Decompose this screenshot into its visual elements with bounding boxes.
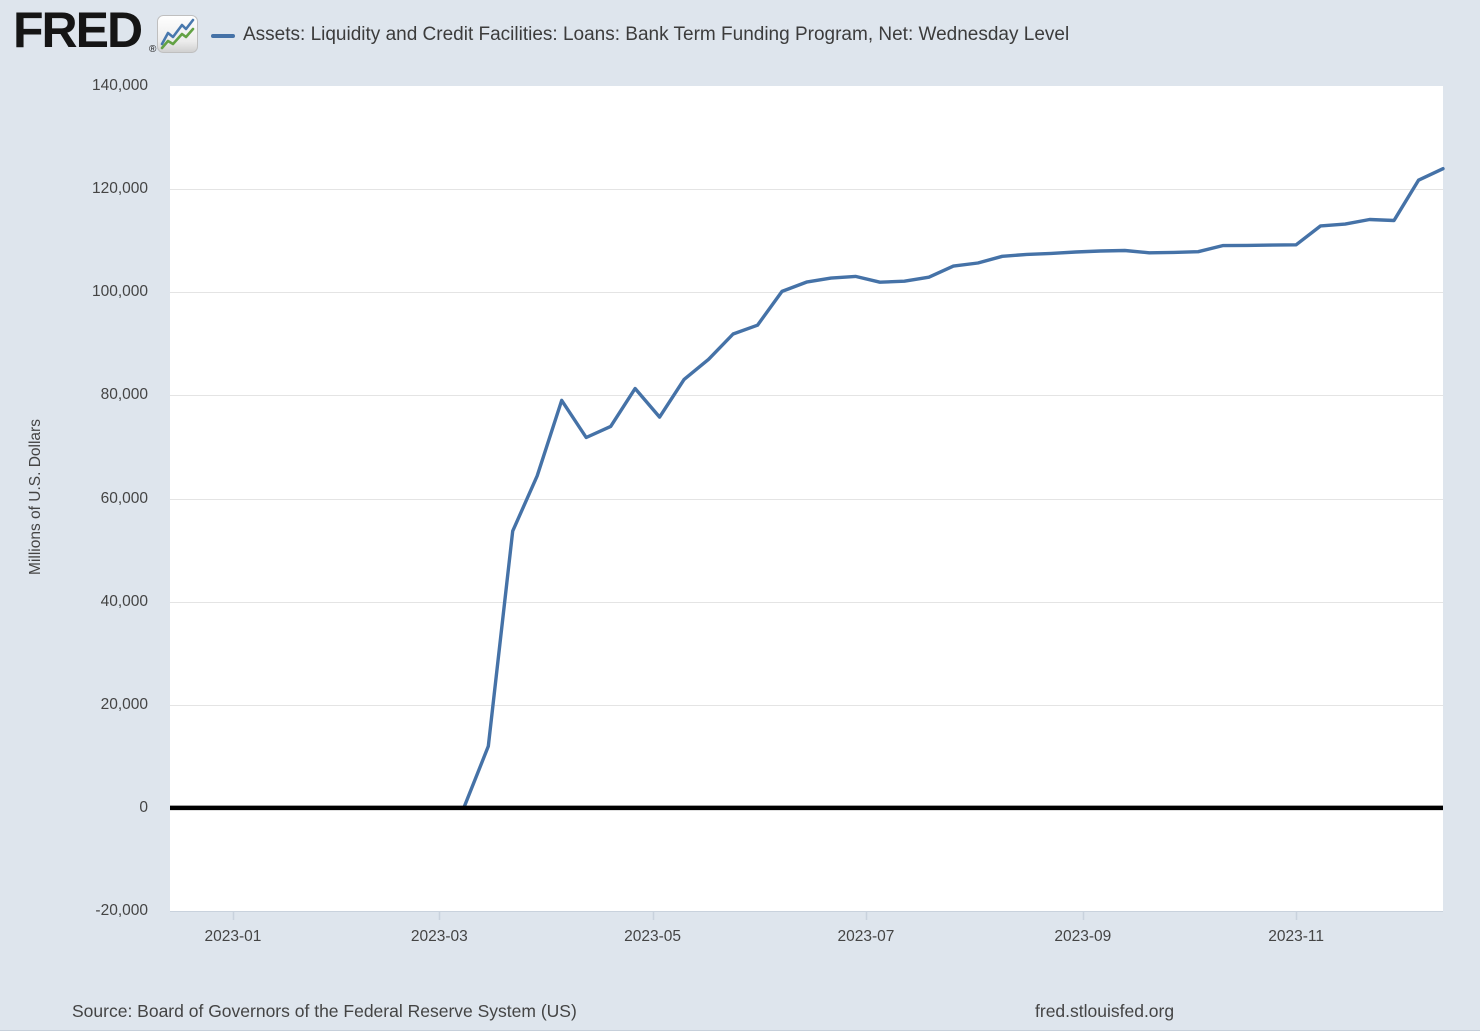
y-tick-label: 100,000 [91,283,148,301]
y-tick-label: -20,000 [95,902,148,919]
y-tick-label: 40,000 [100,592,148,610]
y-tick-label: 120,000 [91,180,148,198]
plot-background [170,86,1443,911]
x-tick-label: 2023-05 [624,928,682,945]
registered-trademark: ® [149,44,157,55]
x-tick-label: 2023-11 [1268,928,1324,945]
y-tick-label: 20,000 [100,695,148,713]
y-tick-label: 140,000 [91,77,148,94]
source-note: Source: Board of Governors of the Federa… [72,1001,577,1021]
legend-line-marker [211,34,235,38]
bottom-edge-strip [0,1030,1480,1034]
x-tick-label: 2023-03 [410,928,468,945]
fred-logo[interactable]: FRED [13,2,143,58]
series-title: Assets: Liquidity and Credit Facilities:… [243,24,1070,45]
x-tick-label: 2023-07 [837,928,895,945]
x-tick-label: 2023-09 [1054,928,1112,945]
x-tick-label: 2023-01 [204,928,262,945]
data-line[interactable] [462,166,1445,810]
y-tick-label: 0 [139,798,148,816]
fred-site-link[interactable]: fred.stlouisfed.org [1035,1001,1175,1021]
y-tick-label: 60,000 [100,489,148,507]
y-tick-label: 80,000 [100,386,148,404]
fred-line-chart-icon [157,15,198,53]
